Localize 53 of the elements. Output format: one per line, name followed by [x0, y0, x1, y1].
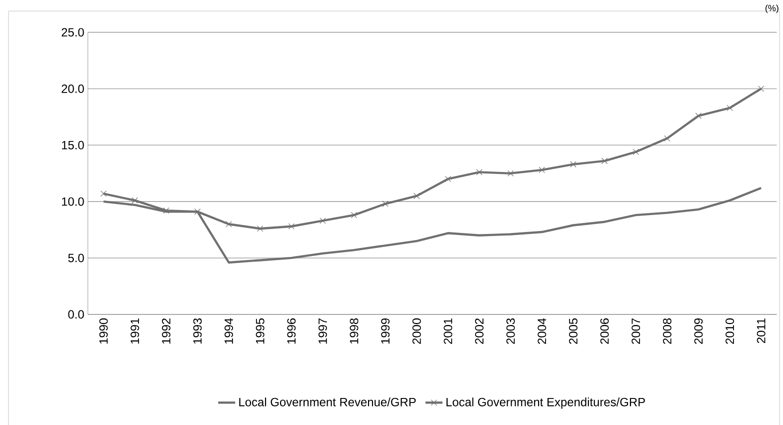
- y-tick-label: 5.0: [68, 254, 84, 262]
- x-tick-label: 1998: [350, 318, 358, 344]
- x-tick-label: 1991: [130, 318, 140, 344]
- x-tick-label: 2004: [538, 318, 546, 344]
- point: [414, 192, 420, 200]
- x-tick-label: 2007: [632, 318, 640, 344]
- point: [538, 166, 546, 174]
- x-tick-label: 2002: [475, 318, 484, 344]
- x-tick-label: 2010: [726, 318, 734, 344]
- point: [570, 161, 576, 168]
- point: [695, 112, 702, 119]
- y-tick-label: 10.0: [62, 197, 84, 206]
- x-tick-label: 1990: [99, 318, 108, 344]
- point: [350, 212, 358, 218]
- point: [163, 207, 170, 214]
- point: [758, 86, 764, 92]
- point: [132, 197, 138, 204]
- x-tick-label: 1992: [162, 318, 170, 344]
- point: [194, 208, 201, 215]
- x-tick-label: 2000: [412, 318, 421, 344]
- text: (%): [766, 4, 778, 14]
- x-tick-label: 1995: [256, 318, 264, 344]
- point: [476, 169, 482, 176]
- point: [382, 200, 388, 207]
- x-tick-label: 2003: [506, 318, 515, 344]
- y-tick-label: 0.0: [68, 310, 84, 319]
- x-tick-label: 2005: [569, 318, 578, 344]
- x-tick-label: 1997: [318, 318, 327, 344]
- point: [726, 104, 733, 112]
- point: [288, 223, 295, 230]
- x-tick-label: 2001: [444, 318, 452, 344]
- point: [320, 218, 326, 224]
- x-tick-label: 1996: [287, 318, 296, 344]
- x-tick-label: 2006: [600, 318, 609, 344]
- point: [507, 170, 514, 176]
- x-tick-label: 2011: [756, 318, 766, 344]
- point: [632, 148, 639, 156]
- point: [100, 190, 107, 197]
- x-tick-label: 1999: [381, 318, 390, 344]
- point: [664, 135, 670, 142]
- point: [226, 221, 232, 228]
- x-tick-label: 1993: [193, 318, 202, 344]
- point: [601, 158, 608, 164]
- y-tick-label: 25.0: [62, 28, 84, 37]
- y-tick-label: 15.0: [62, 140, 84, 150]
- x-tick-label: 1994: [224, 318, 234, 344]
- x-tick-label: 2009: [694, 318, 703, 344]
- point: [444, 176, 452, 182]
- x-tick-label: 2008: [662, 318, 672, 344]
- point: [256, 226, 264, 232]
- legend-label: Local Government Revenue/GRP: [239, 398, 416, 406]
- y-tick-label: 20.0: [62, 84, 84, 93]
- legend-label: Local Government Expenditures/GRP: [446, 398, 645, 409]
